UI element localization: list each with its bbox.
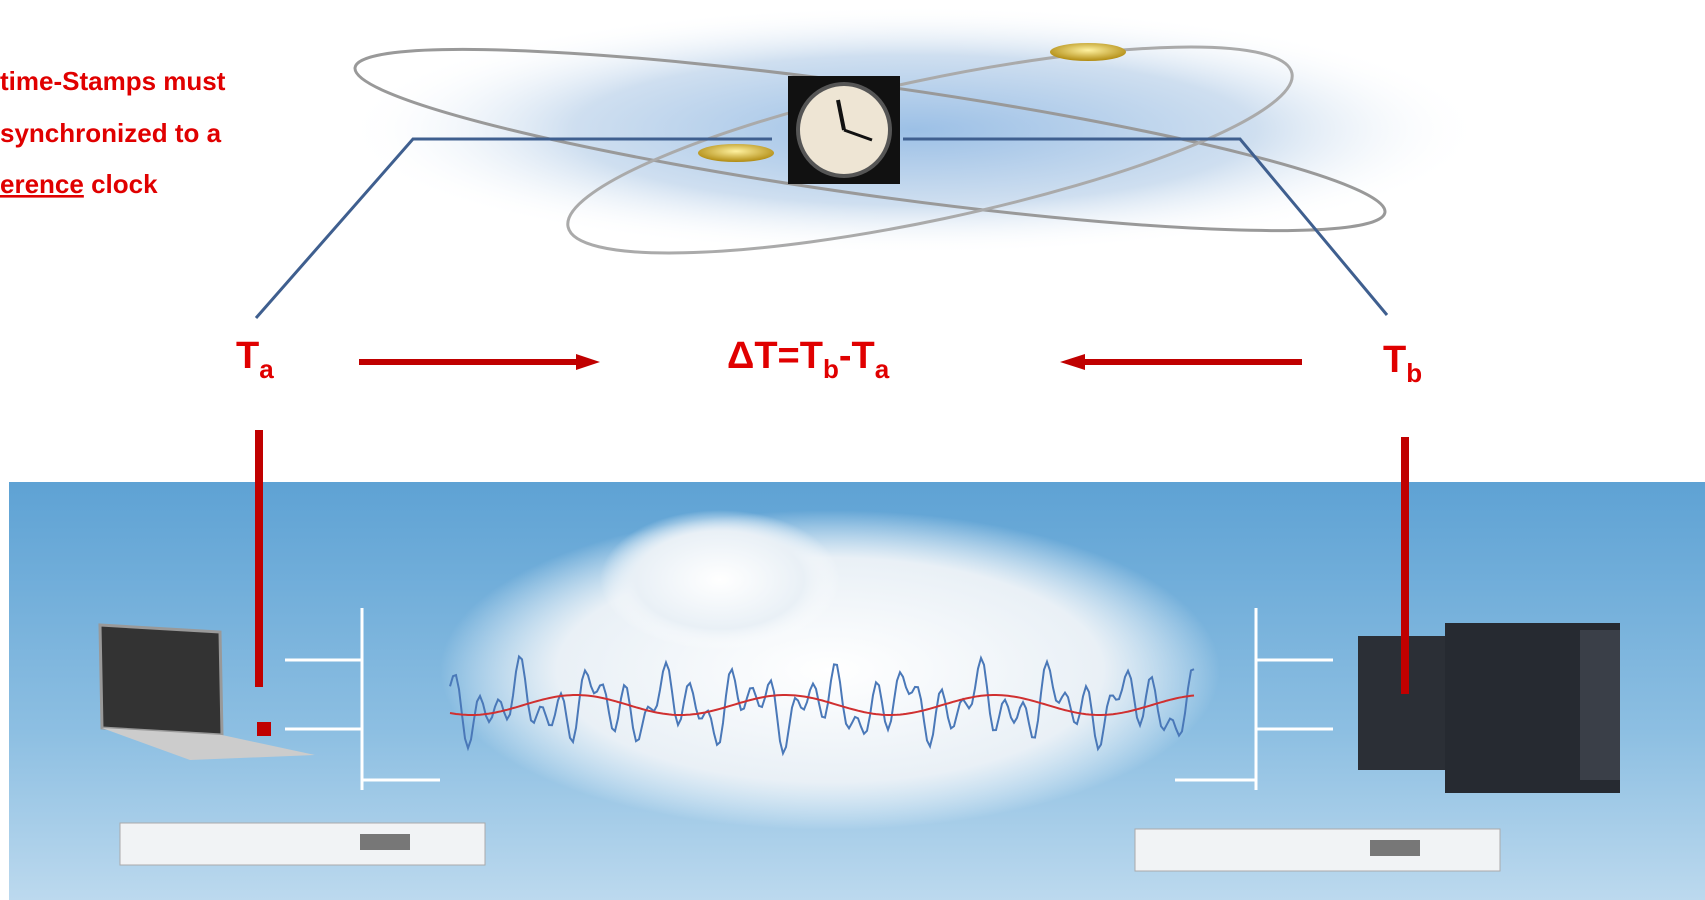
drop-marker (257, 722, 271, 736)
drop-line (1401, 437, 1409, 694)
note-rest: clock (84, 169, 158, 199)
tb-sub: b (1406, 358, 1422, 388)
ta-sub: a (259, 354, 274, 384)
delta-formula: ΔT=Tb-Ta (727, 335, 890, 384)
network-panel (9, 482, 1705, 900)
clock-icon (788, 76, 900, 184)
drop-line (255, 430, 263, 687)
ta-base: T (236, 335, 259, 377)
annotation: time-Stamps must synchronized to a erenc… (0, 66, 226, 199)
note-line: time-Stamps must (0, 66, 226, 96)
delta-sub: b (823, 354, 839, 384)
tb-label: Tb (1383, 339, 1422, 388)
ta-label: Ta (236, 335, 274, 384)
sky-cloud (344, 5, 1484, 296)
note-line: synchronized to a (0, 118, 222, 148)
delta-mid: -T (839, 335, 875, 377)
delta-lead: ΔT=T (727, 335, 823, 377)
tb-base: T (1383, 339, 1406, 381)
note-underlined: erence (0, 169, 84, 199)
delta-sub: a (875, 354, 890, 384)
note-line: erence clock (0, 169, 158, 199)
diagram: time-Stamps must synchronized to a erenc… (0, 0, 1705, 900)
